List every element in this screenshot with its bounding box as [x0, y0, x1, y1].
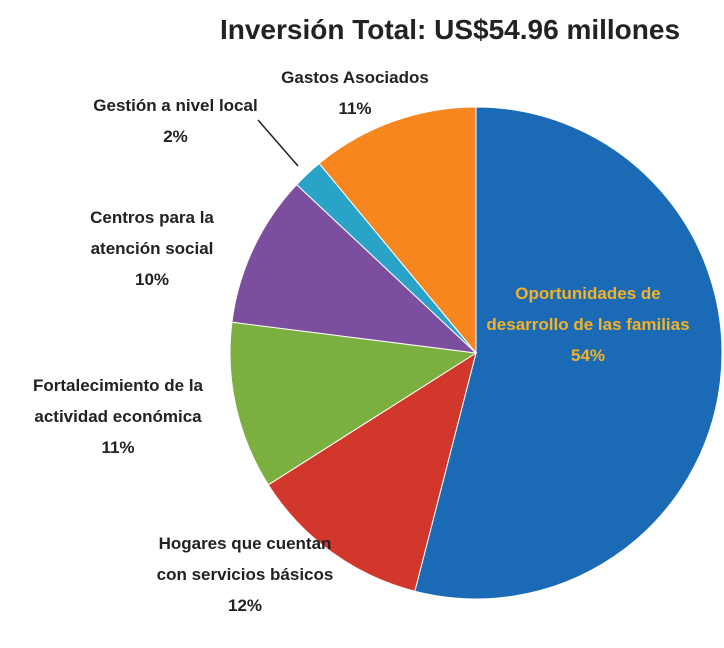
- pie-slice: [231, 183, 478, 354]
- slice-label: Hogares que cuentan con servicios básico…: [150, 528, 340, 621]
- label-value: 54%: [570, 346, 606, 365]
- label-text: Gestión a nivel local: [93, 96, 258, 115]
- pie-slice: [229, 321, 478, 486]
- slice-label: Gestión a nivel local 2%: [88, 90, 263, 152]
- pie-slice: [414, 106, 723, 600]
- pie-slice: [318, 106, 477, 355]
- label-text: Gastos Asociados: [281, 68, 429, 87]
- slice-label: Fortalecimiento de la actividad económic…: [2, 370, 234, 463]
- label-value: 10%: [134, 270, 170, 289]
- slice-label: Oportunidades de desarrollo de las famil…: [478, 278, 698, 371]
- slice-label: Gastos Asociados 11%: [250, 62, 460, 124]
- label-text: Hogares que cuentan con servicios básico…: [156, 534, 334, 584]
- label-text: Oportunidades de desarrollo de las famil…: [486, 284, 690, 334]
- label-text: Centros para la atención social: [90, 208, 214, 258]
- label-value: 2%: [163, 127, 188, 146]
- label-text: Fortalecimiento de la actividad económic…: [32, 376, 204, 426]
- slice-label: Centros para la atención social 10%: [62, 202, 242, 295]
- label-value: 11%: [338, 99, 372, 118]
- chart-title: Inversión Total: US$54.96 millones: [219, 14, 681, 45]
- label-value: 11%: [101, 438, 135, 457]
- leader-line: [257, 119, 299, 167]
- pie-slice: [267, 351, 477, 592]
- label-value: 12%: [227, 596, 263, 615]
